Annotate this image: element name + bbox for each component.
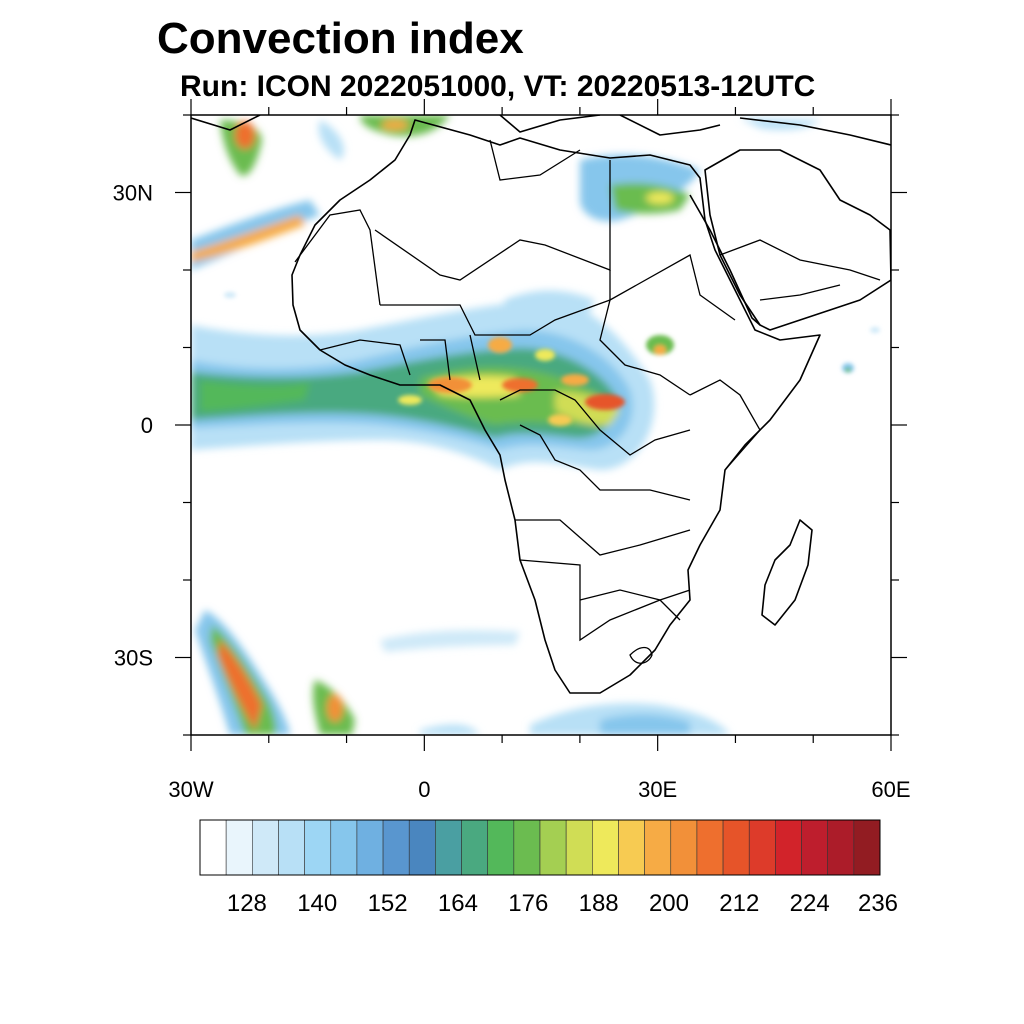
red-sea [689,194,761,326]
colorbar-swatch [304,819,332,876]
colorbar-frame [199,819,881,876]
colorbar-swatch [487,819,515,876]
colorbar-swatch [618,819,645,876]
colorbar-label: 188 [579,890,619,917]
colorbar-swatch [827,819,855,876]
colorbar-swatch [696,819,724,876]
colorbar-swatch [853,819,881,876]
colorbar-swatch [513,819,541,876]
lon-tick-label: 0 [418,777,430,802]
lon-tick-label: 60E [871,777,910,802]
colorbar-swatch [748,819,776,876]
colorbar-swatch [330,819,358,876]
scattered-cells [224,292,880,373]
arabian-peninsula [704,149,891,331]
colorbar-swatch [539,819,567,876]
colorbar-label: 176 [508,890,548,917]
colorbar-label: 236 [858,890,898,917]
colorbar-swatch [408,819,436,876]
colorbar-swatch [382,819,410,876]
colorbar-label: 164 [438,890,478,917]
colorbar-label: 152 [368,890,408,917]
colorbar-label: 224 [790,890,830,917]
lat-tick-label: 0 [141,413,153,438]
axis-ticks: 30W 0 30E 60E 30N 0 30S [113,99,911,802]
colorbar-swatch [592,819,619,876]
colorbar-swatch [644,819,672,876]
colorbar-label: 128 [227,890,267,917]
colorbar-swatch [225,819,253,876]
colorbar-swatch [801,819,828,876]
colorbar-swatch [435,819,462,876]
africa-coastline [291,119,821,694]
coastlines [191,115,891,694]
colorbar-swatch [356,819,384,876]
colorbar-swatch [565,819,593,876]
colorbar-swatch [199,819,227,876]
map-subtitle: Run: ICON 2022051000, VT: 20220513-12UTC [180,70,816,103]
colorbar-swatch [278,819,305,876]
lat-tick-label: 30S [114,646,153,671]
colorbar-label: 200 [649,890,689,917]
colorbar-swatch [775,819,802,876]
convective-cores [398,335,674,426]
colorbar-swatch [461,819,488,876]
lon-tick-label: 30E [638,777,677,802]
madagascar [761,519,813,626]
colorbar-label: 212 [719,890,759,917]
colorbar-swatch [670,819,698,876]
lon-tick-label: 30W [168,777,213,802]
south-atlantic-band [195,610,730,735]
colorbar-label: 140 [297,890,337,917]
convection-shading [191,115,880,735]
map-title: Convection index [157,14,524,63]
colorbar-swatch [722,819,750,876]
europe-coast [191,115,891,146]
colorbar-swatch [252,819,279,876]
lat-tick-label: 30N [113,181,153,206]
colorbar: 128 140 152 164 176 188 200 212 224 236 [199,819,898,917]
country-borders [294,139,881,664]
